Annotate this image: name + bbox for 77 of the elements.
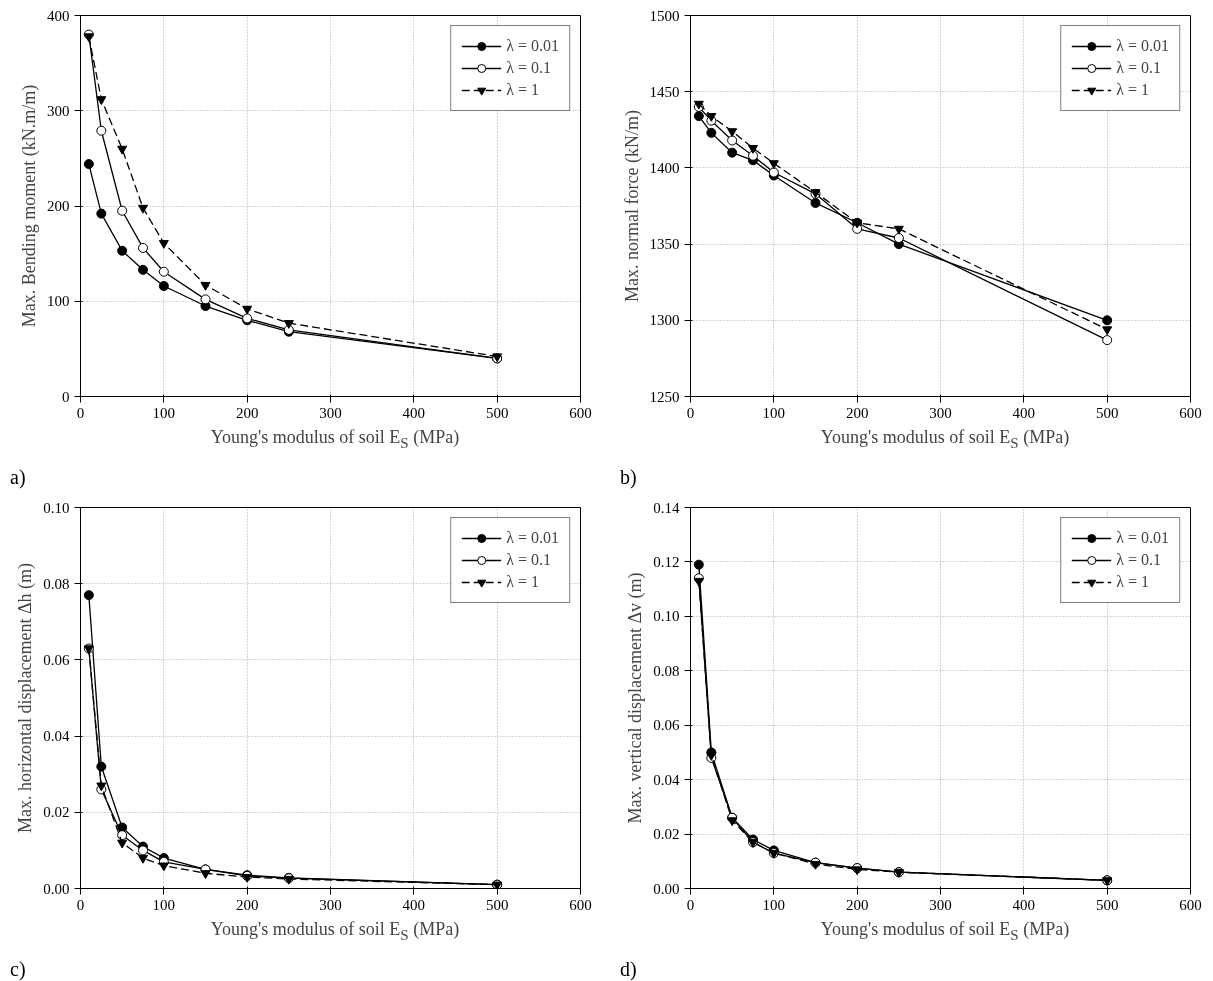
legend-label: λ = 0.01	[506, 37, 559, 55]
y-tick-label: 0.04	[653, 771, 680, 788]
x-tick-label: 300	[929, 896, 952, 913]
y-tick-label: 0.14	[653, 499, 680, 516]
y-axis-title: Max. horizontal displacement Δh (m)	[15, 562, 37, 833]
legend-label: λ = 1	[506, 573, 539, 591]
legend-label: λ = 0.1	[1116, 551, 1161, 569]
x-tick-label: 200	[845, 896, 869, 913]
legend-label: λ = 0.01	[506, 529, 559, 547]
y-tick-label: 0.02	[43, 804, 70, 821]
y-axis-title: Max. Bending moment (kN.m/m)	[19, 84, 40, 328]
y-axis-title: Max. normal force (kN/m)	[621, 110, 643, 302]
y-tick-label: 0.10	[43, 499, 70, 516]
legend-label: λ = 0.01	[1116, 529, 1169, 547]
x-tick-label: 400	[1012, 896, 1036, 913]
x-tick-label: 100	[152, 896, 176, 913]
x-tick-label: 100	[762, 896, 786, 913]
x-axis-title: Young's modulus of soil E$_{S}$ (MPa)	[210, 426, 460, 453]
x-tick-label: 500	[485, 896, 509, 913]
x-tick-label: 300	[319, 404, 342, 421]
x-tick-label: 100	[152, 404, 176, 421]
text: d)	[620, 957, 637, 981]
y-tick-label: 0.10	[653, 608, 680, 625]
x-axis-title: Young's modulus of soil E$_{S}$ (MPa)	[820, 918, 1070, 945]
y-tick-label: 1300	[649, 312, 680, 329]
x-tick-label: 400	[402, 896, 426, 913]
y-tick-label: 200	[47, 198, 70, 214]
x-tick-label: 200	[235, 896, 259, 913]
y-tick-label: 100	[47, 293, 70, 310]
legend-label: λ = 1	[506, 81, 539, 99]
x-tick-label: 300	[929, 404, 952, 421]
y-tick-label: 0.12	[653, 553, 680, 570]
y-tick-label: 300	[47, 102, 70, 119]
y-tick-label: 1450	[649, 83, 680, 100]
legend-label: λ = 0.1	[1116, 59, 1161, 77]
y-tick-label: 0.08	[43, 575, 70, 592]
y-tick-label: 0.00	[43, 880, 70, 897]
x-tick-label: 0	[76, 404, 85, 421]
text: b)	[620, 465, 637, 490]
legend-label: λ = 1	[1116, 573, 1149, 591]
y-tick-label: 400	[47, 7, 70, 24]
x-tick-label: 600	[1179, 896, 1202, 913]
x-axis-title: Young's modulus of soil E$_{S}$ (MPa)	[820, 426, 1070, 453]
y-tick-label: 1400	[649, 159, 680, 176]
y-tick-label: 0.00	[653, 880, 680, 897]
x-tick-label: 600	[569, 404, 592, 421]
x-tick-label: 300	[319, 896, 342, 913]
legend-label: λ = 0.1	[506, 551, 551, 569]
legend-label: λ = 1	[1116, 81, 1149, 99]
x-tick-label: 400	[402, 404, 426, 421]
x-tick-label: 500	[1095, 404, 1119, 421]
y-tick-label: 0.02	[653, 826, 680, 843]
y-axis-title: Max. vertical displacement Δv (m)	[625, 572, 647, 824]
legend-label: λ = 0.1	[506, 59, 551, 77]
x-axis-title: Young's modulus of soil E$_{S}$ (MPa)	[210, 918, 460, 945]
y-tick-label: 1350	[649, 236, 680, 253]
x-tick-label: 600	[1179, 404, 1202, 421]
x-tick-label: 500	[485, 404, 509, 421]
x-tick-label: 600	[569, 896, 592, 913]
text: a)	[10, 465, 26, 490]
y-tick-label: 0.08	[653, 662, 680, 679]
x-tick-label: 200	[235, 404, 259, 421]
legend-label: λ = 0.01	[1116, 37, 1169, 55]
x-tick-label: 500	[1095, 896, 1119, 913]
x-tick-label: 0	[76, 896, 85, 913]
x-tick-label: 0	[686, 404, 695, 421]
y-tick-label: 0.06	[43, 651, 70, 668]
text: c)	[10, 957, 26, 981]
y-tick-label: 0.06	[653, 717, 680, 734]
x-tick-label: 0	[686, 896, 695, 913]
y-tick-label: 0	[62, 388, 70, 405]
y-tick-label: 0.04	[43, 728, 70, 745]
y-tick-label: 1250	[649, 388, 680, 405]
y-tick-label: 1500	[649, 7, 680, 24]
x-tick-label: 100	[762, 404, 786, 421]
x-tick-label: 200	[845, 404, 869, 421]
x-tick-label: 400	[1012, 404, 1036, 421]
